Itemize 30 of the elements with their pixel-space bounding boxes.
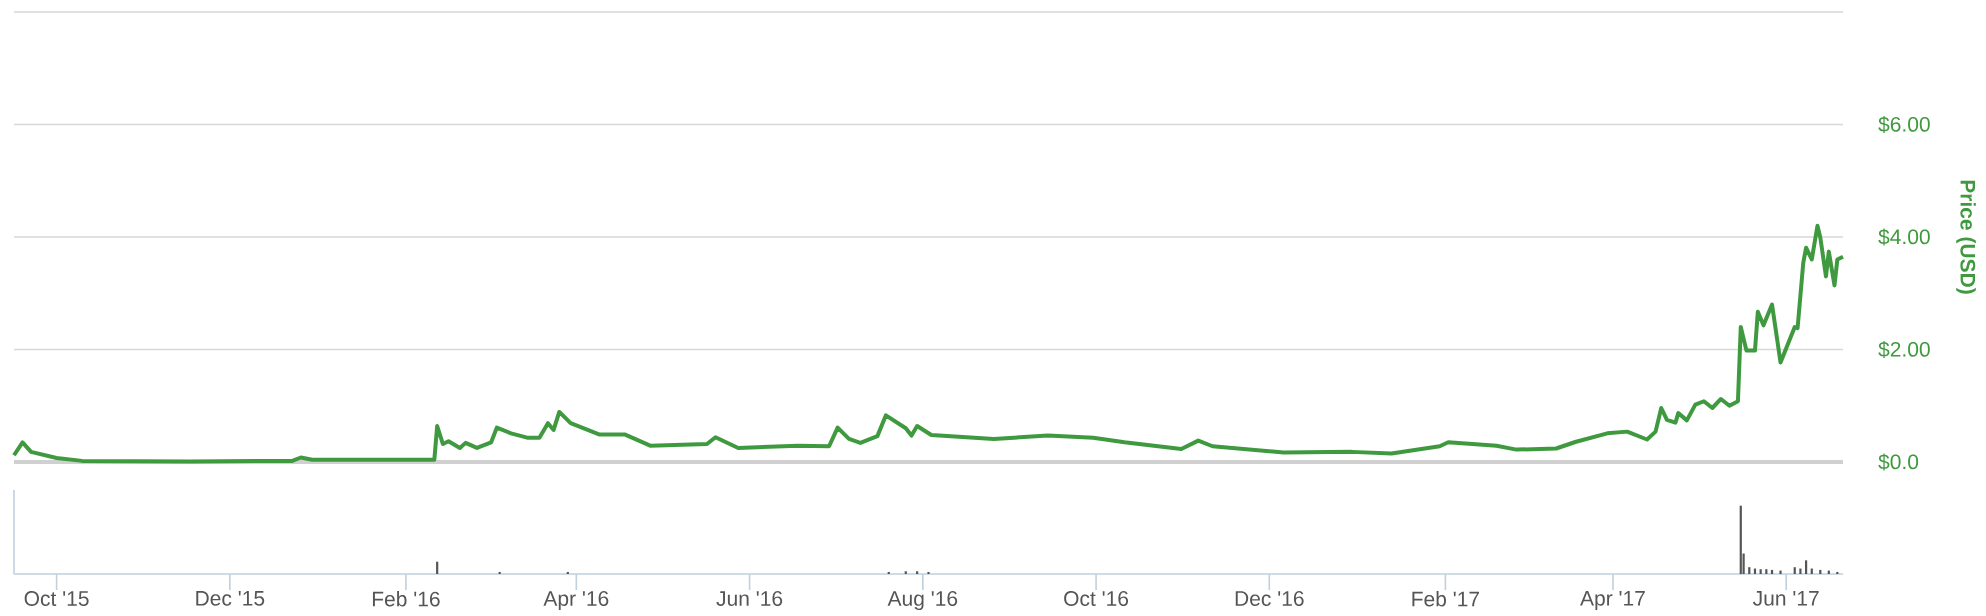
x-tick-label: Jun '17 — [1753, 591, 1819, 606]
x-tick-label: Oct '15 — [24, 591, 89, 606]
y-tick-label: $0.0 — [1878, 453, 1919, 471]
bar — [1799, 568, 1802, 574]
y-tick-label: $4.00 — [1878, 228, 1930, 246]
x-tick-label: Dec '16 — [1235, 591, 1304, 606]
x-tick-label: Aug '16 — [887, 591, 958, 611]
y-axis-title: Price (USD) — [1956, 180, 1976, 294]
bar — [916, 571, 919, 574]
bar — [1759, 569, 1762, 574]
x-tick-label: Oct '16 — [1064, 591, 1129, 606]
bar — [1748, 567, 1751, 574]
bar — [498, 571, 501, 574]
bar — [1805, 560, 1808, 574]
bar — [1779, 570, 1782, 574]
x-tick-label: Jun '16 — [716, 591, 783, 606]
x-tick-label: Apr '17 — [1580, 591, 1645, 610]
bar — [904, 571, 907, 574]
x-tick-label: Feb '17 — [1412, 591, 1479, 607]
x-tick-label: Dec '15 — [196, 591, 265, 606]
x-tick-label: Apr '16 — [543, 591, 609, 611]
y-tick-label: $6.00 — [1878, 116, 1930, 133]
bar — [1739, 505, 1742, 574]
bar — [1765, 569, 1768, 574]
line-series — [12, 223, 1846, 464]
y-tick-label: $2.00 — [1878, 341, 1930, 358]
bar — [927, 571, 930, 574]
bar — [1793, 567, 1796, 574]
bar — [566, 571, 569, 574]
x-tick-label: Feb '16 — [372, 591, 440, 607]
